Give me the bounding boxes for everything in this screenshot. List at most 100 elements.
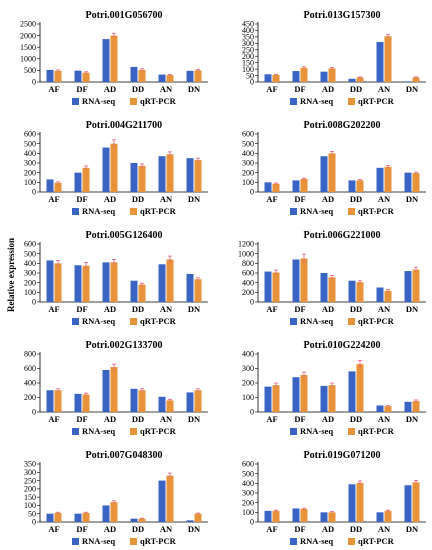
legend-swatch-rnaseq <box>72 428 79 435</box>
legend-label-qrtpcr: qRT-PCR <box>140 316 177 326</box>
bar-rnaseq-af <box>264 74 272 82</box>
category-label-dn: DN <box>406 84 419 94</box>
bar-qrtpcr-dd <box>138 284 146 302</box>
category-label-ad: AD <box>322 414 334 424</box>
category-label-df: DF <box>294 524 305 534</box>
category-label-af: AF <box>266 304 277 314</box>
bar-qrtpcr-df <box>300 375 308 412</box>
legend-label-rnaseq: RNA-seq <box>82 536 115 546</box>
panel-title: Potri.002G133700 <box>86 340 163 351</box>
bar-rnaseq-ad <box>102 262 110 302</box>
bar-qrtpcr-af <box>272 74 280 82</box>
bar-qrtpcr-af <box>272 385 280 412</box>
category-label-dn: DN <box>406 194 419 204</box>
category-label-df: DF <box>294 194 305 204</box>
bar-qrtpcr-af <box>54 182 62 192</box>
bar-rnaseq-dn <box>186 520 194 522</box>
y-tick-label: 0 <box>250 408 254 417</box>
legend-label-qrtpcr: qRT-PCR <box>358 316 395 326</box>
y-tick-label: 400 <box>242 26 254 35</box>
legend-label-rnaseq: RNA-seq <box>300 206 333 216</box>
bar-rnaseq-dn <box>404 485 412 522</box>
bar-rnaseq-dn <box>404 81 412 82</box>
y-tick-label: 200 <box>242 379 254 388</box>
category-label-ad: AD <box>104 414 116 424</box>
y-tick-label: 250 <box>242 45 254 54</box>
legend-swatch-qrtpcr <box>130 208 137 215</box>
bar-rnaseq-dn <box>404 401 412 412</box>
bar-qrtpcr-dn <box>412 173 420 192</box>
bar-rnaseq-df <box>292 180 300 192</box>
legend-label-qrtpcr: qRT-PCR <box>358 426 395 436</box>
y-tick-label: 400 <box>242 479 254 488</box>
y-tick-label: 0 <box>250 78 254 87</box>
category-label-af: AF <box>48 524 59 534</box>
bar-qrtpcr-dn <box>412 77 420 82</box>
bar-rnaseq-ad <box>320 512 328 522</box>
category-label-af: AF <box>266 194 277 204</box>
bar-rnaseq-af <box>46 69 54 82</box>
y-tick-label: 400 <box>24 149 36 158</box>
y-tick-label: 2500 <box>20 20 36 29</box>
legend-swatch-qrtpcr <box>348 98 355 105</box>
bar-qrtpcr-dd <box>356 282 364 302</box>
legend: RNA-seq qRT-PCR <box>72 96 177 106</box>
bar-rnaseq-ad <box>102 505 110 522</box>
bar-qrtpcr-dn <box>194 70 202 82</box>
y-tick-label: 500 <box>242 469 254 478</box>
y-tick-label: 600 <box>24 364 36 373</box>
bar-qrtpcr-ad <box>328 68 336 82</box>
y-tick-label: 100 <box>242 393 254 402</box>
bar-qrtpcr-dd <box>356 77 364 82</box>
bar-rnaseq-ad <box>320 273 328 302</box>
legend-swatch-rnaseq <box>290 98 297 105</box>
y-tick-label: 600 <box>242 269 254 278</box>
chart-panel-8: Potri.010G224200 0 100 200 300 400 AF DF AD DD AN D… <box>242 340 426 436</box>
chart-panel-1: Potri.001G056700 0 500 1000 1500 2000 2500 AF DF… <box>20 10 208 106</box>
y-tick-label: 300 <box>24 269 36 278</box>
y-tick-label: 200 <box>242 498 254 507</box>
y-tick-label: 150 <box>24 493 36 502</box>
bar-qrtpcr-ad <box>328 512 336 522</box>
category-label-an: AN <box>160 194 173 204</box>
legend: RNA-seq qRT-PCR <box>72 426 177 436</box>
y-tick-label: 300 <box>24 159 36 168</box>
bar-qrtpcr-dn <box>194 279 202 302</box>
bar-qrtpcr-dd <box>356 180 364 192</box>
bar-rnaseq-an <box>376 512 384 522</box>
bar-qrtpcr-af <box>54 390 62 412</box>
y-tick-label: 200 <box>24 168 36 177</box>
legend-swatch-qrtpcr <box>130 428 137 435</box>
legend-swatch-rnaseq <box>72 98 79 105</box>
legend-swatch-rnaseq <box>72 208 79 215</box>
y-tick-label: 0 <box>32 78 36 87</box>
legend-label-qrtpcr: qRT-PCR <box>358 206 395 216</box>
bar-rnaseq-an <box>158 396 166 412</box>
bar-rnaseq-an <box>158 156 166 192</box>
y-tick-label: 400 <box>242 149 254 158</box>
panel-title: Potri.005G126400 <box>86 230 163 241</box>
y-tick-label: 600 <box>24 240 36 249</box>
legend-label-rnaseq: RNA-seq <box>300 426 333 436</box>
legend: RNA-seq qRT-PCR <box>72 206 177 216</box>
bar-rnaseq-ad <box>320 385 328 412</box>
category-label-dn: DN <box>188 524 201 534</box>
bar-rnaseq-an <box>376 42 384 82</box>
category-label-ad: AD <box>322 194 334 204</box>
panel-title: Potri.013G157300 <box>304 10 381 21</box>
legend: RNA-seq qRT-PCR <box>72 536 177 546</box>
category-label-df: DF <box>294 414 305 424</box>
bar-rnaseq-ad <box>320 71 328 82</box>
bar-qrtpcr-dd <box>138 165 146 192</box>
category-label-dd: DD <box>350 304 362 314</box>
y-tick-label: 350 <box>242 33 254 42</box>
bar-rnaseq-dd <box>130 388 138 412</box>
category-label-ad: AD <box>104 304 116 314</box>
bar-rnaseq-af <box>46 179 54 192</box>
category-label-ad: AD <box>104 524 116 534</box>
bar-qrtpcr-df <box>82 394 90 412</box>
category-label-dd: DD <box>350 524 362 534</box>
y-tick-label: 100 <box>242 65 254 74</box>
y-tick-label: 400 <box>242 350 254 359</box>
